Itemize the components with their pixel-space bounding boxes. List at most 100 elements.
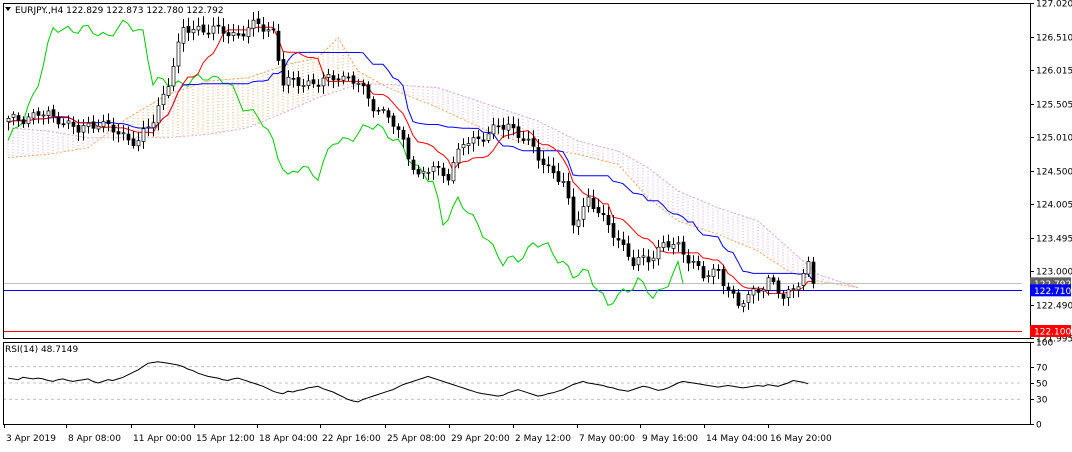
candle-body[interactable] (766, 277, 771, 291)
candle-body[interactable] (621, 239, 626, 245)
candle-body[interactable] (146, 126, 151, 129)
candle-body[interactable] (786, 289, 791, 298)
candle-body[interactable] (551, 165, 556, 174)
candle-body[interactable] (541, 158, 546, 165)
candle-body[interactable] (256, 18, 261, 24)
candle-body[interactable] (576, 219, 581, 227)
candle-body[interactable] (666, 241, 671, 248)
candle-body[interactable] (531, 138, 536, 147)
candle-body[interactable] (116, 131, 121, 135)
candle-body[interactable] (606, 214, 611, 226)
candle-body[interactable] (506, 123, 511, 131)
candle-body[interactable] (781, 294, 786, 299)
candle-body[interactable] (176, 41, 181, 67)
candle-body[interactable] (581, 206, 586, 220)
candle-body[interactable] (396, 126, 401, 130)
candle-body[interactable] (776, 280, 781, 294)
candle-body[interactable] (361, 82, 366, 87)
candle-body[interactable] (761, 288, 766, 292)
candle-body[interactable] (706, 275, 711, 278)
candle-body[interactable] (736, 292, 741, 306)
candle-body[interactable] (741, 303, 746, 308)
candle-body[interactable] (711, 268, 716, 277)
candle-body[interactable] (671, 244, 676, 249)
candle-body[interactable] (66, 120, 71, 124)
candle-body[interactable] (806, 261, 811, 275)
candle-body[interactable] (356, 82, 361, 85)
candle-body[interactable] (401, 129, 406, 140)
candle-body[interactable] (311, 79, 316, 85)
candle-body[interactable] (436, 166, 441, 168)
candle-body[interactable] (316, 84, 321, 87)
candle-body[interactable] (151, 122, 156, 129)
candle-body[interactable] (211, 25, 216, 34)
candle-body[interactable] (6, 117, 11, 123)
candle-body[interactable] (261, 24, 266, 32)
candle-body[interactable] (276, 30, 281, 61)
candle-body[interactable] (26, 116, 31, 124)
candle-body[interactable] (286, 76, 291, 86)
candle-body[interactable] (21, 119, 26, 125)
candle-body[interactable] (591, 197, 596, 209)
candle-body[interactable] (136, 140, 141, 147)
candle-body[interactable] (456, 148, 461, 164)
candle-body[interactable] (811, 261, 816, 284)
candle-body[interactable] (166, 86, 171, 96)
candle-body[interactable] (296, 77, 301, 87)
candle-body[interactable] (441, 167, 446, 177)
candle-body[interactable] (351, 75, 356, 84)
candle-body[interactable] (191, 28, 196, 34)
candle-body[interactable] (526, 138, 531, 141)
candle-body[interactable] (406, 137, 411, 160)
candle-body[interactable] (251, 19, 256, 29)
candle-body[interactable] (791, 288, 796, 291)
candle-body[interactable] (186, 26, 191, 33)
candle-body[interactable] (566, 181, 571, 199)
candle-body[interactable] (221, 26, 226, 34)
candle-body[interactable] (111, 124, 116, 133)
candle-body[interactable] (571, 196, 576, 226)
candle-body[interactable] (131, 138, 136, 146)
candle-body[interactable] (81, 125, 86, 133)
candle-body[interactable] (756, 289, 761, 293)
candle-body[interactable] (596, 207, 601, 214)
candle-body[interactable] (31, 112, 36, 119)
candle-body[interactable] (611, 223, 616, 238)
candle-body[interactable] (476, 136, 481, 139)
candle-body[interactable] (91, 121, 96, 129)
candle-body[interactable] (76, 125, 81, 133)
candle-body[interactable] (271, 28, 276, 31)
candle-body[interactable] (106, 120, 111, 125)
candle-body[interactable] (461, 144, 466, 149)
candle-body[interactable] (801, 273, 806, 286)
candle-body[interactable] (746, 294, 751, 303)
candle-body[interactable] (601, 212, 606, 216)
candle-body[interactable] (496, 125, 501, 128)
candle-body[interactable] (486, 133, 491, 141)
candle-body[interactable] (371, 99, 376, 112)
candle-body[interactable] (96, 125, 101, 130)
candle-body[interactable] (266, 29, 271, 32)
candle-body[interactable] (391, 115, 396, 127)
candle-body[interactable] (216, 24, 221, 27)
candle-body[interactable] (41, 114, 46, 117)
candle-body[interactable] (11, 113, 16, 118)
candle-body[interactable] (181, 27, 186, 44)
candle-body[interactable] (521, 138, 526, 141)
candle-body[interactable] (471, 137, 476, 144)
candle-body[interactable] (481, 139, 486, 142)
candle-body[interactable] (661, 242, 666, 248)
candle-body[interactable] (466, 143, 471, 147)
candle-body[interactable] (341, 75, 346, 81)
candle-body[interactable] (71, 121, 76, 127)
candle-body[interactable] (516, 126, 521, 138)
candle-body[interactable] (381, 109, 386, 111)
candle-body[interactable] (241, 33, 246, 37)
candle-body[interactable] (46, 110, 51, 116)
candle-body[interactable] (231, 32, 236, 36)
candle-body[interactable] (491, 124, 496, 135)
candle-body[interactable] (431, 166, 436, 172)
candle-body[interactable] (51, 109, 56, 117)
candle-body[interactable] (426, 171, 431, 174)
